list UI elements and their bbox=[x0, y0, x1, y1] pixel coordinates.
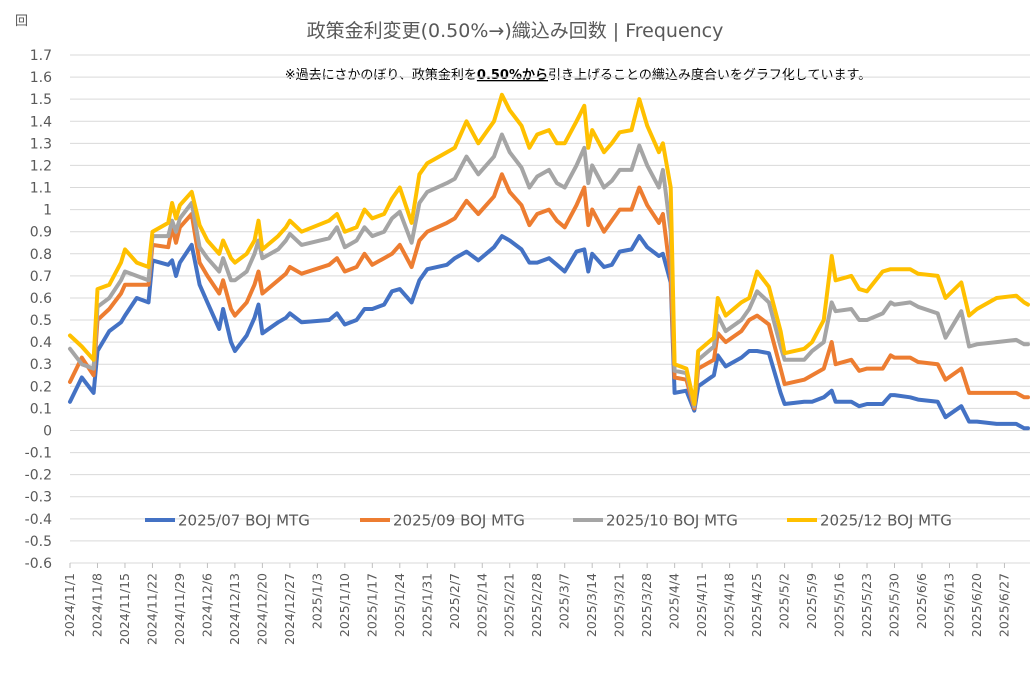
x-tick-label: 2025/1/10 bbox=[337, 573, 352, 637]
x-tick-label: 2025/4/18 bbox=[722, 573, 737, 637]
x-tick-label: 2024/12/20 bbox=[254, 573, 269, 645]
y-tick-label: 1.4 bbox=[30, 114, 52, 130]
x-tick-label: 2025/6/27 bbox=[996, 573, 1011, 637]
x-tick-label: 2025/6/20 bbox=[969, 573, 984, 637]
x-tick-label: 2025/6/6 bbox=[914, 573, 929, 629]
y-tick-label: 1.2 bbox=[30, 158, 52, 174]
y-tick-label: 0.5 bbox=[30, 313, 52, 329]
y-tick-label: 0.8 bbox=[30, 247, 52, 263]
x-tick-label: 2024/12/6 bbox=[199, 573, 214, 637]
x-tick-label: 2025/5/30 bbox=[887, 573, 902, 637]
y-tick-label: -0.6 bbox=[25, 556, 52, 572]
chart-title: 政策金利変更(0.50%→)織込み回数 | Frequency bbox=[307, 20, 724, 42]
y-tick-label: 0.3 bbox=[30, 357, 52, 373]
y-tick-label: 0.2 bbox=[30, 379, 52, 395]
x-tick-label: 2025/2/7 bbox=[447, 573, 462, 629]
legend-label: 2025/07 BOJ MTG bbox=[178, 512, 310, 530]
y-tick-label: 0.4 bbox=[30, 335, 52, 351]
legend: 2025/07 BOJ MTG 2025/09 BOJ MTG 2025/10 BO… bbox=[145, 512, 952, 530]
y-tick-label: -0.2 bbox=[25, 468, 52, 484]
x-tick-label: 2025/1/17 bbox=[364, 573, 379, 637]
annotation-emphasis: 0.50%から bbox=[477, 68, 548, 83]
x-tick-label: 2024/11/15 bbox=[117, 573, 132, 645]
x-tick-label: 2025/5/2 bbox=[777, 573, 792, 629]
x-tick-label: 2024/12/27 bbox=[282, 573, 297, 645]
x-tick-label: 2025/3/21 bbox=[612, 573, 627, 637]
x-tick-label: 2025/6/13 bbox=[941, 573, 956, 637]
x-tick-label: 2025/1/24 bbox=[392, 573, 407, 637]
chart-annotation: ※過去にさかのぼり、政策金利を0.50%から引き上げることの織込み度合いをグラフ… bbox=[285, 67, 871, 83]
x-tick-label: 2025/2/28 bbox=[529, 573, 544, 637]
x-tick-label: 2025/2/21 bbox=[502, 573, 517, 637]
y-unit-label: 回 bbox=[15, 14, 28, 29]
x-tick-label: 2024/11/1 bbox=[62, 573, 77, 637]
y-tick-label: 0 bbox=[43, 423, 52, 439]
y-tick-label: 1.3 bbox=[30, 136, 52, 152]
legend-label: 2025/09 BOJ MTG bbox=[393, 512, 525, 530]
x-tick-label: 2025/3/7 bbox=[557, 573, 572, 629]
y-tick-label: -0.1 bbox=[25, 446, 52, 462]
x-tick-label: 2025/5/23 bbox=[859, 573, 874, 637]
y-tick-label: 0.1 bbox=[30, 401, 52, 417]
x-tick-label: 2025/2/14 bbox=[474, 573, 489, 637]
x-tick-label: 2025/3/14 bbox=[584, 573, 599, 637]
y-tick-label: 0.7 bbox=[30, 269, 52, 285]
y-tick-label: 1.1 bbox=[30, 181, 52, 197]
x-tick-label: 2024/11/8 bbox=[89, 573, 104, 637]
x-tick-label: 2024/11/29 bbox=[172, 573, 187, 645]
y-tick-label: 1 bbox=[43, 203, 52, 219]
annotation-after: 引き上げることの織込み度合いをグラフ化しています。 bbox=[548, 67, 871, 83]
x-tick-label: 2025/4/25 bbox=[749, 573, 764, 637]
series-line-3 bbox=[68, 132, 1030, 409]
y-tick-label: 0.9 bbox=[30, 225, 52, 241]
y-tick-label: 1.5 bbox=[30, 92, 52, 108]
x-tick-label: 2025/4/4 bbox=[667, 573, 682, 629]
y-tick-label: 1.6 bbox=[30, 70, 52, 86]
annotation-before: ※過去にさかのぼり、政策金利を bbox=[285, 67, 477, 83]
y-axis-ticks: 1.7 1.6 1.5 1.4 1.3 1.2 1.1 1 0.9 0.8 0.7 0.6 0.5 0.4… bbox=[25, 48, 52, 572]
y-tick-label: -0.4 bbox=[25, 512, 52, 528]
x-tick-label: 2025/1/31 bbox=[419, 573, 434, 637]
x-axis-ticks: 2024/11/1 2024/11/8 2024/11/15 2024/11/22 20… bbox=[62, 563, 1011, 645]
legend-label: 2025/10 BOJ MTG bbox=[606, 512, 738, 530]
y-tick-label: -0.3 bbox=[25, 490, 52, 506]
x-tick-label: 2024/12/13 bbox=[227, 573, 242, 645]
x-tick-label: 2025/3/28 bbox=[639, 573, 654, 637]
x-tick-label: 2025/5/9 bbox=[804, 573, 819, 629]
series-line-4 bbox=[68, 92, 1030, 406]
y-tick-label: 0.6 bbox=[30, 291, 52, 307]
legend-label: 2025/12 BOJ MTG bbox=[820, 512, 952, 530]
x-tick-label: 2025/1/3 bbox=[309, 573, 324, 629]
y-tick-label: 1.7 bbox=[30, 48, 52, 64]
series-line-2 bbox=[68, 172, 1030, 411]
x-tick-label: 2024/11/22 bbox=[144, 573, 159, 645]
series-line-1 bbox=[68, 234, 1030, 431]
x-tick-label: 2025/5/16 bbox=[832, 573, 847, 637]
series-lines bbox=[68, 92, 1030, 431]
y-tick-label: -0.5 bbox=[25, 534, 52, 550]
x-tick-label: 2025/4/11 bbox=[694, 573, 709, 637]
